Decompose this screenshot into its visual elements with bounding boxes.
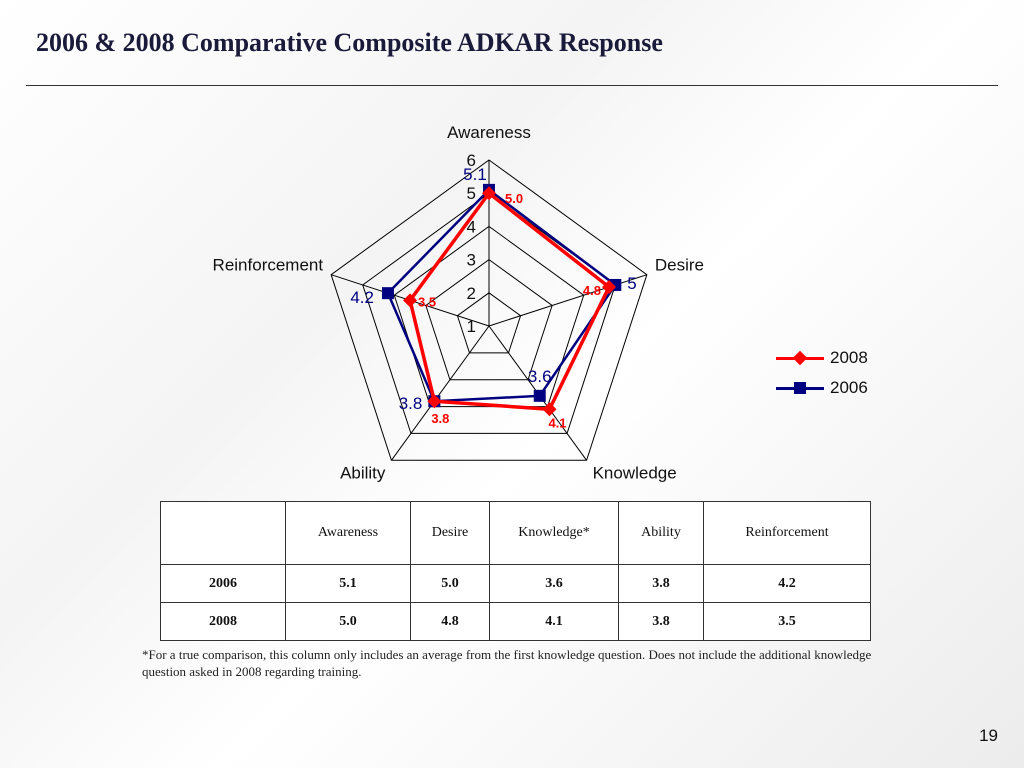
table-header-row: Awareness Desire Knowledge* Ability Rein… bbox=[160, 501, 871, 565]
table-cell: 3.8 bbox=[618, 602, 704, 641]
category-label: Reinforcement bbox=[213, 256, 324, 275]
legend-swatch-2006 bbox=[776, 378, 824, 398]
adkar-data-table: Awareness Desire Knowledge* Ability Rein… bbox=[160, 501, 871, 641]
table-cell: 4.1 bbox=[489, 602, 619, 641]
table-header-cell: Ability bbox=[618, 501, 704, 565]
table-row: 2006 5.1 5.0 3.6 3.8 4.2 bbox=[160, 564, 871, 603]
category-label: Desire bbox=[655, 256, 704, 275]
title-divider bbox=[26, 85, 998, 86]
data-point-2006 bbox=[533, 389, 546, 402]
table-header-cell bbox=[160, 501, 286, 565]
legend-swatch-2008 bbox=[776, 348, 824, 368]
radial-tick-label: 2 bbox=[467, 284, 476, 303]
radial-tick-label: 5 bbox=[467, 184, 476, 203]
data-label-2006: 5.1 bbox=[463, 165, 487, 184]
category-label: Ability bbox=[340, 463, 386, 482]
legend-item-2006: 2006 bbox=[776, 373, 868, 403]
grid-ring bbox=[456, 292, 522, 354]
data-label-2008: 4.1 bbox=[548, 415, 566, 430]
table-footnote: *For a true comparison, this column only… bbox=[142, 647, 872, 679]
data-label-2006: 4.2 bbox=[350, 288, 374, 307]
series-line-2006 bbox=[386, 188, 618, 403]
legend-item-2008: 2008 bbox=[776, 343, 868, 373]
data-label-2008: 5.0 bbox=[505, 191, 523, 206]
table-cell: 5.0 bbox=[285, 602, 411, 641]
data-point-2008 bbox=[427, 394, 442, 409]
grid-ring bbox=[425, 258, 553, 381]
table-cell: 4.8 bbox=[410, 602, 490, 641]
table-cell: 2008 bbox=[160, 602, 286, 641]
radial-tick-label: 4 bbox=[467, 217, 476, 236]
axis-spoke bbox=[488, 274, 648, 327]
chart-legend: 2008 2006 bbox=[776, 343, 868, 403]
category-label: Awareness bbox=[447, 123, 531, 142]
series-line-2008 bbox=[408, 190, 612, 412]
legend-label-2008: 2008 bbox=[830, 348, 868, 367]
data-label-2006: 3.6 bbox=[528, 367, 552, 386]
table-cell: 5.0 bbox=[410, 564, 490, 603]
legend-label-2006: 2006 bbox=[830, 378, 868, 397]
data-point-2006 bbox=[381, 287, 394, 300]
data-point-2008 bbox=[542, 402, 557, 417]
table-cell: 3.5 bbox=[703, 602, 871, 641]
slide-title: 2006 & 2008 Comparative Composite ADKAR … bbox=[36, 28, 663, 57]
data-label-2008: 3.8 bbox=[431, 411, 449, 426]
table-header-cell: Reinforcement bbox=[703, 501, 871, 565]
table-cell: 3.8 bbox=[618, 564, 704, 603]
table-row: 2008 5.0 4.8 4.1 3.8 3.5 bbox=[160, 602, 871, 641]
table-cell: 2006 bbox=[160, 564, 286, 603]
axis-spoke bbox=[391, 325, 490, 461]
data-label-2008: 3.5 bbox=[418, 294, 436, 309]
data-point-2008 bbox=[482, 186, 496, 201]
radial-tick-label: 3 bbox=[467, 251, 476, 270]
page-number: 19 bbox=[979, 726, 998, 745]
table-header-cell: Awareness bbox=[285, 501, 411, 565]
data-label-2006: 3.8 bbox=[399, 394, 423, 413]
table-cell: 3.6 bbox=[489, 564, 619, 603]
table-cell: 5.1 bbox=[285, 564, 411, 603]
table-cell: 4.2 bbox=[703, 564, 871, 603]
data-point-2008 bbox=[403, 293, 418, 308]
data-point-2008 bbox=[601, 280, 616, 295]
table-header-cell: Desire bbox=[410, 501, 490, 565]
table-header-cell: Knowledge* bbox=[489, 501, 619, 565]
category-label: Knowledge bbox=[593, 463, 677, 482]
radial-tick-label: 1 bbox=[467, 317, 476, 336]
grid-ring bbox=[330, 159, 648, 461]
data-label-2008: 4.8 bbox=[583, 283, 601, 298]
radial-tick-label: 6 bbox=[467, 151, 476, 170]
data-label-2006: 5 bbox=[627, 274, 636, 293]
